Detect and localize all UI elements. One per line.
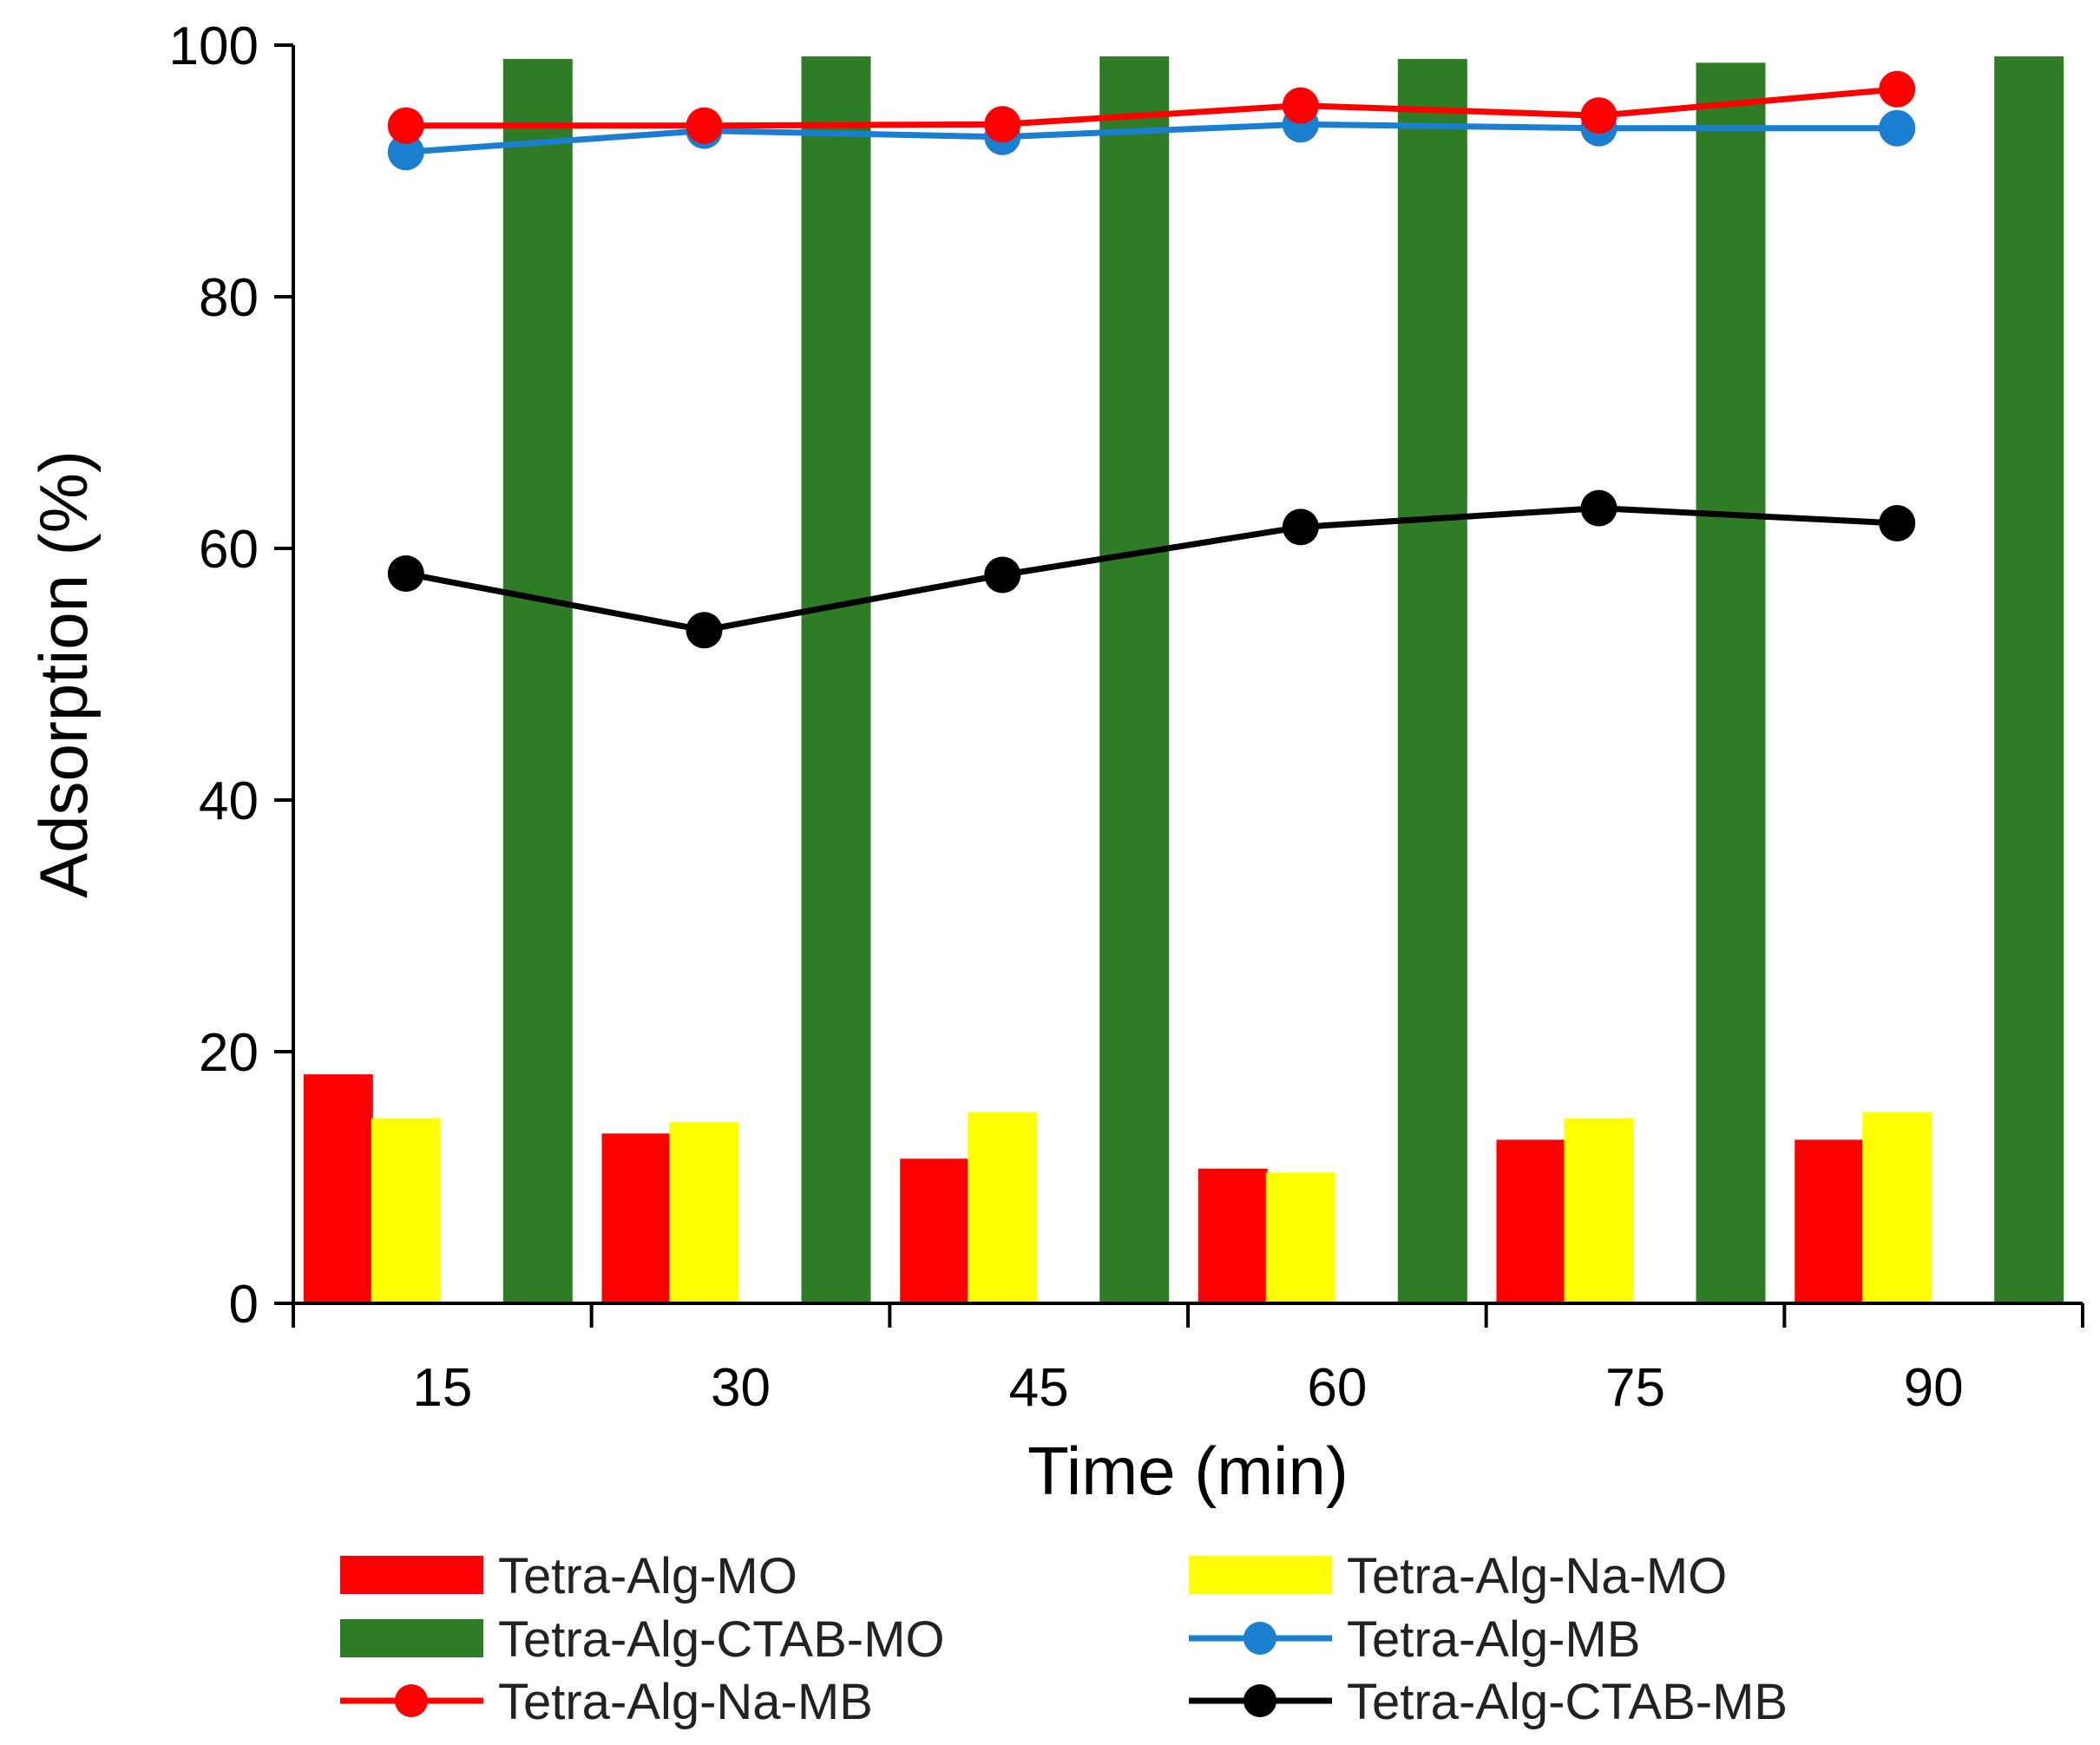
legend-label-tetra-alg-ctab-mb: Tetra-Alg-CTAB-MB: [1347, 1674, 1788, 1730]
bar-tetra-alg-ctab-mo-75: [1696, 62, 1766, 1303]
bar-tetra-alg-na-mo-60: [1265, 1172, 1335, 1303]
bars-layer: [303, 56, 2064, 1304]
legend-marker-tetra-alg-na-mb: [395, 1684, 428, 1717]
bar-tetra-alg-mo-75: [1496, 1139, 1566, 1303]
bar-tetra-alg-mo-60: [1198, 1168, 1268, 1303]
legend-marker-tetra-alg-ctab-mb: [1244, 1684, 1276, 1717]
legend-label-tetra-alg-mb: Tetra-Alg-MB: [1347, 1611, 1640, 1668]
point-tetra-alg-na-mb-45: [984, 106, 1021, 143]
point-tetra-alg-ctab-mb-30: [686, 612, 723, 649]
point-tetra-alg-mb-90: [1879, 109, 1916, 147]
point-tetra-alg-na-mb-75: [1580, 97, 1618, 134]
point-tetra-alg-ctab-mb-15: [387, 555, 424, 592]
axes-layer: 0 20 40 60 80 100 15 30 45 60 75 90: [169, 16, 2084, 1418]
bar-tetra-alg-ctab-mo-60: [1397, 58, 1467, 1303]
legend-label-tetra-alg-ctab-mo: Tetra-Alg-CTAB-MO: [498, 1611, 945, 1668]
point-tetra-alg-mb-15: [387, 134, 424, 171]
point-tetra-alg-ctab-mb-45: [984, 556, 1021, 594]
x-tick-label-75: 75: [1605, 1358, 1665, 1418]
bar-tetra-alg-ctab-mo-30: [801, 56, 871, 1303]
line-tetra-alg-ctab-mb: [405, 505, 1898, 633]
legend-label-tetra-alg-mo: Tetra-Alg-MO: [498, 1548, 797, 1604]
y-tick-label-0: 0: [229, 1275, 259, 1335]
bar-tetra-alg-mo-45: [900, 1158, 970, 1304]
legend-label-tetra-alg-na-mb: Tetra-Alg-Na-MB: [498, 1674, 873, 1730]
x-tick-label-30: 30: [711, 1358, 771, 1418]
legend-label-tetra-alg-na-mo: Tetra-Alg-Na-MO: [1347, 1548, 1727, 1604]
point-tetra-alg-na-mb-30: [686, 107, 723, 144]
point-tetra-alg-na-mb-60: [1282, 87, 1319, 124]
x-tick-label-15: 15: [412, 1358, 472, 1418]
bar-tetra-alg-na-mo-30: [669, 1122, 739, 1303]
x-tick-label-45: 45: [1009, 1358, 1069, 1418]
y-tick-label-40: 40: [199, 771, 259, 831]
bar-tetra-alg-ctab-mo-15: [502, 58, 573, 1303]
legend: Tetra-Alg-MO Tetra-Alg-Na-MO Tetra-Alg-CTA…: [340, 1548, 1788, 1730]
point-tetra-alg-ctab-mb-90: [1879, 505, 1916, 541]
legend-swatch-tetra-alg-ctab-mo: [340, 1619, 483, 1657]
bar-tetra-alg-mo-90: [1795, 1139, 1865, 1303]
bar-tetra-alg-na-mo-45: [968, 1112, 1038, 1303]
x-tick-label-90: 90: [1904, 1358, 1964, 1418]
bar-tetra-alg-mo-15: [303, 1074, 373, 1303]
legend-swatch-tetra-alg-mo: [340, 1556, 483, 1594]
line-tetra-alg-na-mb: [405, 86, 1898, 129]
legend-swatch-tetra-alg-na-mo: [1189, 1556, 1332, 1594]
x-axis-title: Time (min): [1027, 1433, 1349, 1509]
point-tetra-alg-ctab-mb-60: [1282, 508, 1319, 546]
bar-tetra-alg-ctab-mo-45: [1099, 56, 1170, 1303]
bar-tetra-alg-ctab-mo-90: [1994, 56, 2064, 1303]
point-tetra-alg-ctab-mb-75: [1580, 489, 1618, 527]
legend-marker-tetra-alg-mb: [1244, 1622, 1276, 1655]
point-tetra-alg-na-mb-90: [1879, 70, 1916, 108]
y-axis-title: Adsorption (%): [25, 450, 102, 898]
lines-layer: [387, 70, 1916, 649]
point-tetra-alg-na-mb-15: [387, 107, 424, 144]
bar-tetra-alg-na-mo-75: [1564, 1118, 1634, 1303]
bar-tetra-alg-na-mo-15: [371, 1118, 441, 1303]
y-tick-label-60: 60: [199, 520, 259, 580]
x-tick-label-60: 60: [1307, 1358, 1367, 1418]
y-tick-label-20: 20: [199, 1023, 259, 1083]
y-tick-label-80: 80: [199, 268, 259, 328]
y-tick-label-100: 100: [169, 16, 259, 76]
bar-tetra-alg-mo-30: [601, 1133, 672, 1304]
line-tetra-alg-mb: [405, 121, 1898, 155]
bar-tetra-alg-na-mo-90: [1862, 1112, 1933, 1303]
